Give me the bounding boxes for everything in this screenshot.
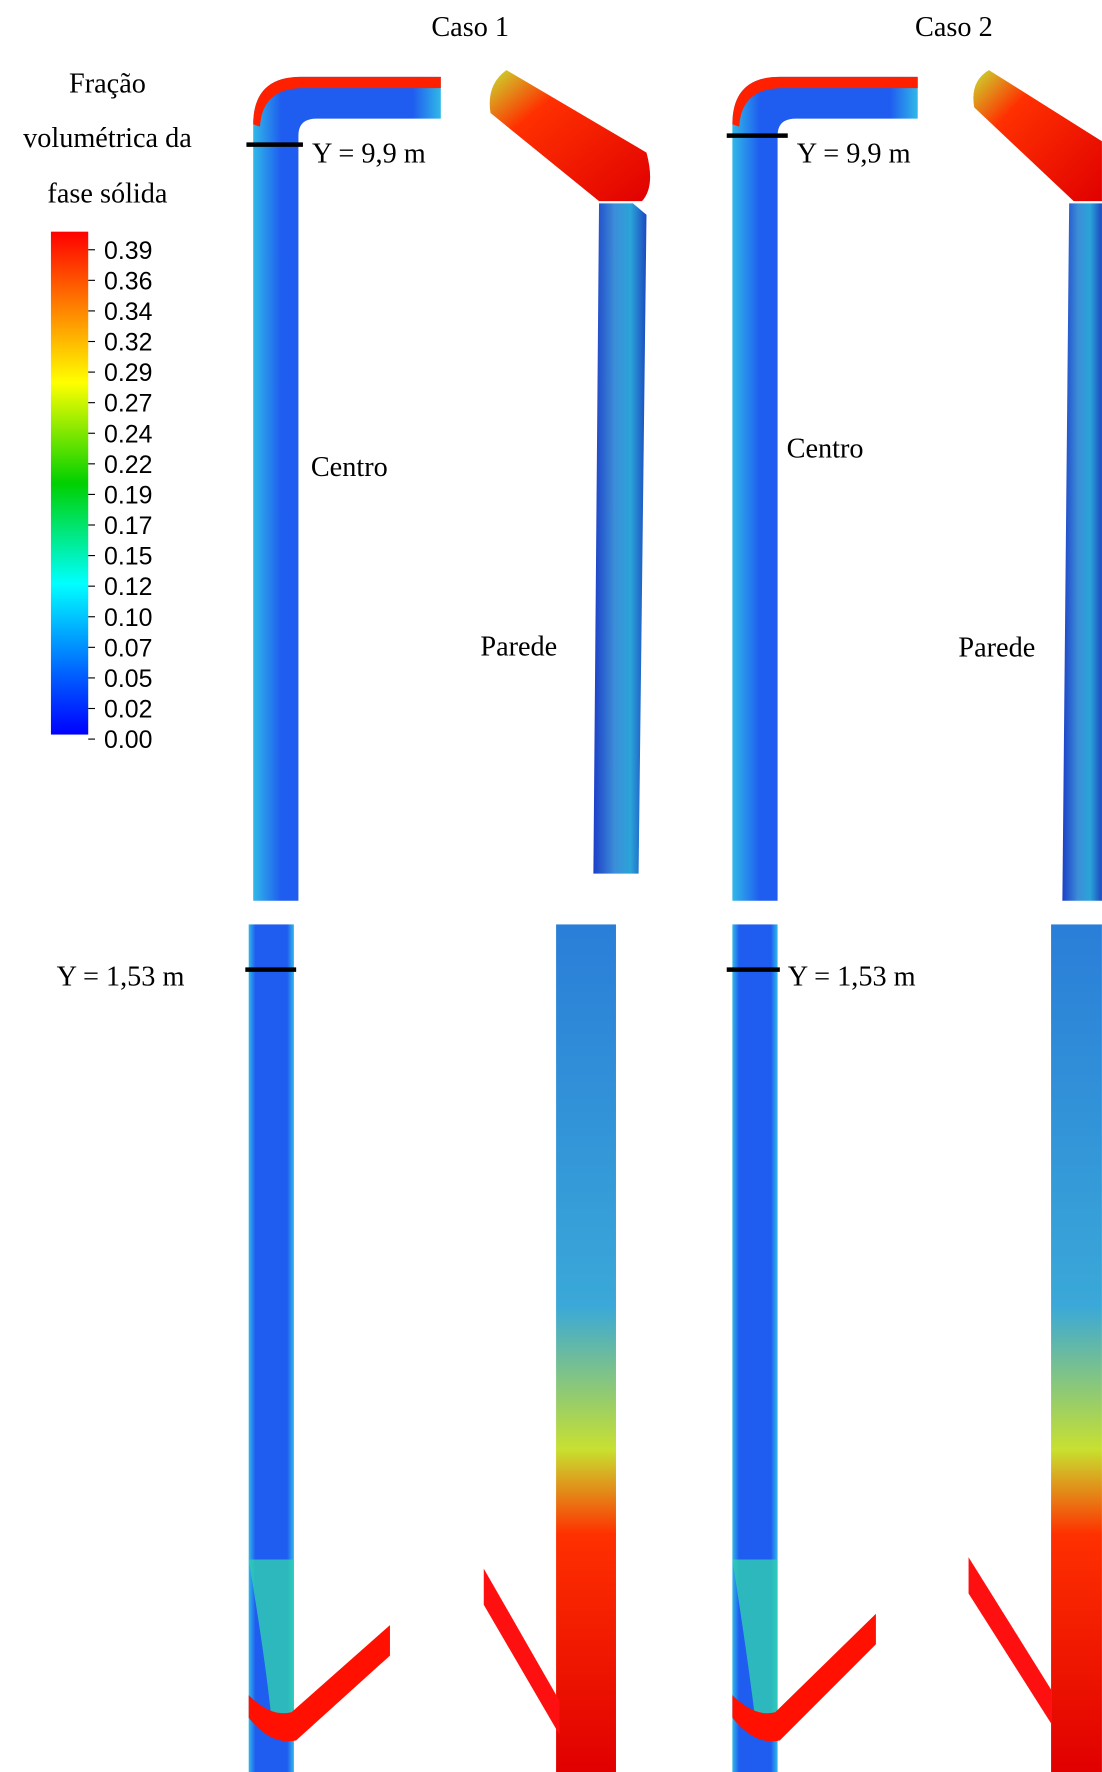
pipe-wall [969,924,1102,1772]
colorbar-label: 0.36 [104,267,152,295]
section-label: Y = 1,53 m [788,961,916,992]
section-label: Y = 9,9 m [797,139,911,170]
view-label: Parede [480,631,557,662]
colorbar-label: 0.24 [104,420,153,448]
legend-title: fase sólida [47,178,167,209]
view-label: Centro [787,434,864,465]
colorbar [51,232,88,735]
pipe-center [732,924,876,1772]
colorbar-label: 0.39 [104,237,152,265]
colorbar-label: 0.27 [104,390,152,418]
page: {"figure": { "cases": ["Caso 1", "Caso 2… [0,0,1102,1772]
colorbar-label: 0.34 [104,298,153,326]
colorbar-label: 0.10 [104,604,152,632]
colorbar-label: 0.12 [104,573,152,601]
colorbar-label: 0.02 [104,696,152,724]
section-label: Y = 9,9 m [312,139,426,170]
case-title: Caso 2 [915,12,993,43]
section-label: Y = 1,53 m [57,961,185,992]
colorbar-label: 0.15 [104,543,152,571]
colorbar-label: 0.32 [104,329,152,357]
legend-title: Fração [69,69,146,100]
case-title: Caso 1 [431,12,509,43]
colorbar-label: 0.29 [104,359,152,387]
colorbar-label: 0.19 [104,481,152,509]
pipe-wall [484,924,616,1772]
pipe-center [732,77,917,901]
colorbar-label: 0.07 [104,634,152,662]
pipe-wall [973,70,1102,901]
colorbar-label: 0.17 [104,512,152,540]
colorbar-label: 0.05 [104,665,152,693]
colorbar-label: 0.22 [104,451,152,479]
legend-title: volumétrica da [23,123,192,154]
pipe-wall [490,70,650,874]
pipe-center [249,924,390,1772]
colorbar-ticks: 0.390.36 0.34 0.320.29 0.270.24 0.220.19 0.17… [88,237,152,754]
figure: Caso 1 Caso 2 Fração volumétrica da fase… [0,0,1102,1772]
view-label: Centro [311,452,388,483]
view-label: Parede [958,633,1035,664]
colorbar-label: 0.00 [104,726,152,754]
pipe-center [253,77,441,901]
